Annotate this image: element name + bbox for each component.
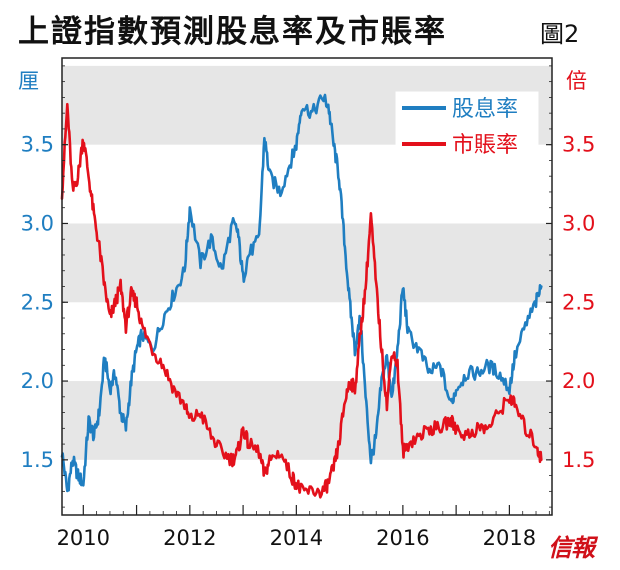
right-axis-unit-label: 倍 [566,69,587,93]
right-axis-tick-label: 3.5 [562,133,595,157]
left-axis-tick-label: 1.5 [21,448,54,472]
left-axis-tick-label: 2.5 [21,290,54,314]
left-axis-tick-label: 2.0 [21,369,54,393]
pb-ratio-line [60,102,543,499]
dividend-yield-line [60,93,543,493]
legend-label: 市賬率 [452,133,518,158]
right-axis-tick-label: 3.0 [562,211,595,235]
background-band [62,223,552,303]
left-axis-tick-label: 3.0 [21,211,54,235]
x-axis-tick-label: 2012 [163,526,216,550]
x-axis-tick-label: 2016 [376,526,429,550]
chart-title: 上證指數預測股息率及市賬率 [18,14,447,50]
background-band [62,381,552,460]
x-axis-tick-label: 2010 [57,526,110,550]
legend-label: 股息率 [452,97,518,122]
x-axis-tick-label: 2018 [483,526,536,550]
left-axis-tick-label: 3.5 [21,133,54,157]
x-axis-tick-label: 2014 [270,526,323,550]
legend-box [395,91,539,165]
left-axis-unit-label: 厘 [18,69,39,93]
right-axis-tick-label: 2.5 [562,290,595,314]
right-axis-tick-label: 2.0 [562,369,595,393]
publisher-logo: 信報 [548,533,595,562]
figure-label: 圖2 [540,20,580,48]
right-axis-tick-label: 1.5 [562,448,595,472]
